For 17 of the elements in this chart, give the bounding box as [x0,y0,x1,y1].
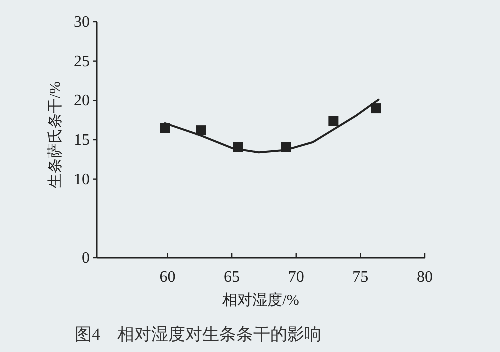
y-tick-label: 25 [74,53,90,70]
point [328,116,339,126]
y-tick-label: 15 [74,132,90,149]
x-tick-label: 60 [160,269,176,286]
x-axis-title: 相对湿度/% [222,292,300,309]
x-tick-label: 70 [288,269,304,286]
point [371,104,382,114]
point [196,126,206,136]
x-tick-label: 65 [224,269,240,286]
x-tick-label: 80 [417,269,433,286]
y-tick-label: 20 [74,92,90,110]
y-tick-label: 30 [74,14,90,31]
y-tick-label: 0 [82,250,90,267]
y-tick-label: 10 [74,171,90,188]
x-tick-label: 75 [352,269,369,286]
y-axis-title: 生条萨氏条干/% [47,82,64,188]
caption: 图4 相对湿度对生条条干的影响 [75,325,322,344]
